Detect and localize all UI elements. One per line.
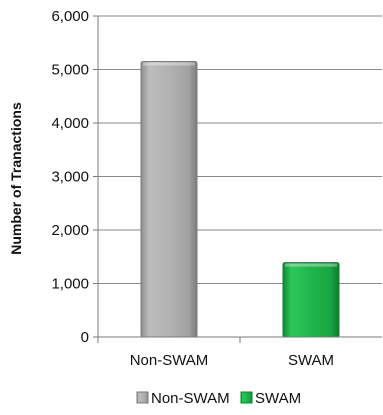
axes: 0 1,000 2,000 3,000 4,000 5,000 6,000 Non-SWAM S… (8, 8, 382, 369)
y-tick-label: 2,000 (51, 222, 89, 239)
y-tick-label: 3,000 (51, 169, 89, 186)
bar-swam (282, 262, 340, 338)
y-tick-label: 0 (81, 329, 89, 346)
bar-highlight (143, 62, 195, 66)
bar-highlight (285, 263, 337, 267)
legend-swatch-non-swam (136, 391, 149, 404)
y-tick-label: 5,000 (51, 62, 89, 79)
bar-non-swam (140, 60, 198, 338)
y-axis-title: Number of Tranactions (8, 102, 24, 255)
legend-label: Non-SWAM (151, 390, 230, 407)
bars (140, 60, 340, 338)
x-tick-label: SWAM (288, 352, 334, 369)
y-tick-label: 1,000 (51, 276, 89, 293)
x-tick-label: Non-SWAM (130, 352, 209, 369)
legend-label: SWAM (255, 390, 301, 407)
y-tick-label: 6,000 (51, 8, 89, 25)
y-tick-label: 4,000 (51, 115, 89, 132)
legend-swatch-swam (240, 391, 253, 404)
legend: Non-SWAM SWAM (136, 390, 301, 407)
